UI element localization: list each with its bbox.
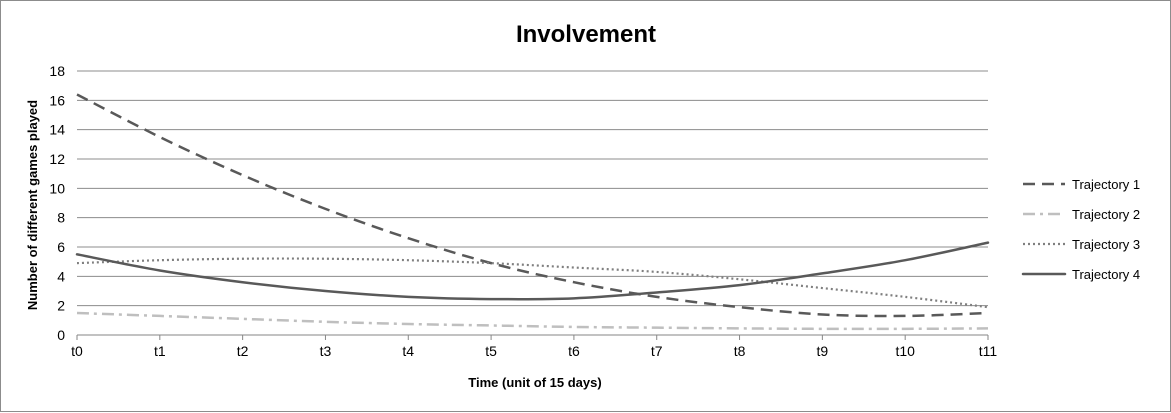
legend-label-1: Trajectory 1 (1072, 177, 1140, 192)
y-tick-label: 16 (49, 92, 65, 108)
x-tick-label: t3 (320, 343, 332, 359)
x-tick-label: t5 (485, 343, 497, 359)
x-tick-label: t4 (402, 343, 414, 359)
x-tick-label: t0 (71, 343, 83, 359)
x-tick-label: t8 (734, 343, 746, 359)
series-line-1 (76, 93, 989, 318)
legend-label-2: Trajectory 2 (1072, 207, 1140, 222)
y-tick-label: 18 (49, 63, 65, 79)
series-line-3 (76, 257, 989, 309)
legend-label-3: Trajectory 3 (1072, 237, 1140, 252)
series-line-4 (75, 241, 990, 301)
series-line-2 (76, 311, 989, 331)
y-tick-label: 2 (57, 298, 65, 314)
legend: Trajectory 1 Trajectory 2 Trajectory 3 Traj… (1021, 177, 1140, 282)
x-tick-label: t7 (651, 343, 663, 359)
y-tick-label: 4 (57, 268, 65, 284)
y-axis-ticks: 0 2 4 6 8 10 12 14 16 18 (49, 63, 65, 343)
x-axis-label: Time (unit of 15 days) (468, 375, 601, 390)
y-axis-label: Number of different games played (25, 100, 40, 310)
y-tick-label: 14 (49, 122, 65, 138)
x-tick-label: t2 (237, 343, 249, 359)
x-axis-ticks: t0 t1 t2 t3 t4 t5 t6 t7 t8 t9 t10 t11 (71, 335, 997, 359)
x-tick-label: t11 (979, 343, 998, 359)
grid-lines (77, 70, 988, 336)
y-tick-label: 12 (49, 151, 65, 167)
x-tick-label: t10 (895, 343, 915, 359)
y-tick-label: 8 (57, 210, 65, 226)
chart-title: Involvement (516, 21, 656, 48)
y-tick-label: 0 (57, 327, 65, 343)
y-tick-label: 6 (57, 239, 65, 255)
series-lines (75, 93, 990, 331)
legend-label-4: Trajectory 4 (1072, 267, 1140, 282)
x-tick-label: t1 (154, 343, 166, 359)
x-tick-label: t6 (568, 343, 580, 359)
x-tick-label: t9 (817, 343, 829, 359)
y-tick-label: 10 (49, 180, 65, 196)
